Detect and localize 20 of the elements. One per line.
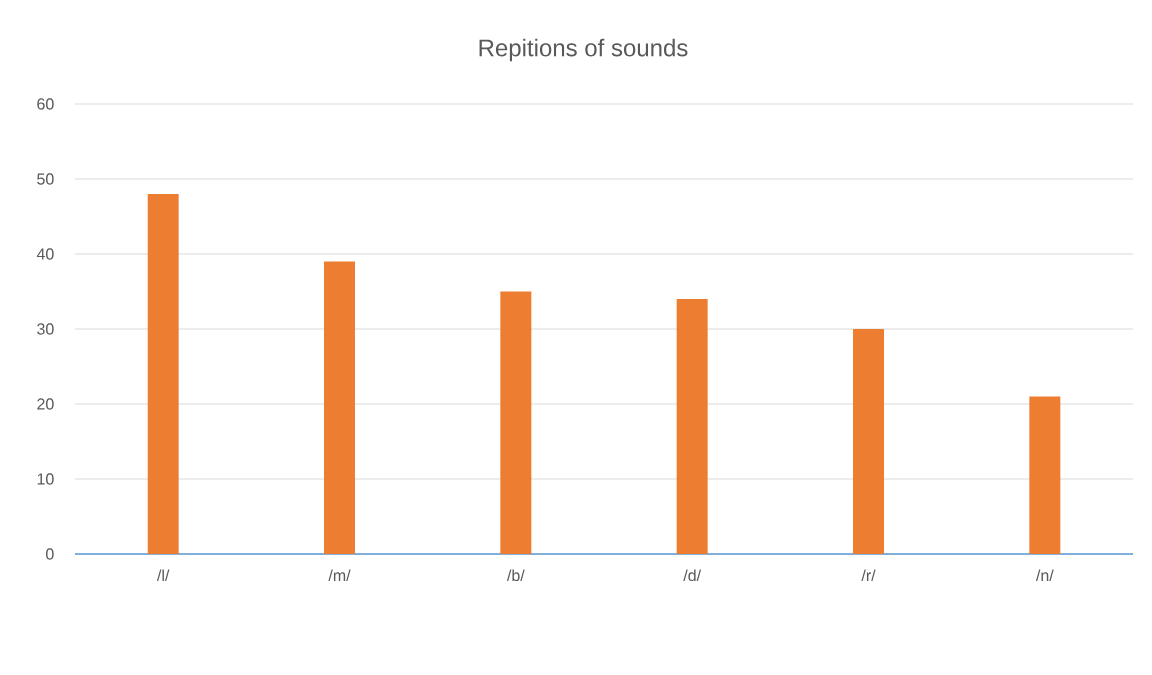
y-tick-label: 0: [46, 548, 54, 560]
y-tick-label: 20: [37, 398, 54, 410]
x-tick-label: /r/: [861, 569, 876, 582]
bar: [853, 329, 885, 554]
x-tick-label: /d/: [683, 569, 702, 582]
x-tick-label: /b/: [506, 569, 525, 582]
y-tick-label: 60: [37, 98, 54, 110]
y-tick-label: 30: [37, 323, 54, 335]
bar: [147, 194, 179, 554]
chart-title: Repitions of sounds: [479, 38, 688, 62]
y-tick-label: 10: [37, 473, 54, 485]
y-tick-label: 50: [37, 173, 54, 185]
x-tick-label: /n/: [1035, 569, 1054, 582]
bar: [1029, 396, 1061, 554]
y-tick-label: 40: [36, 248, 54, 260]
x-tick-label: /l/: [156, 569, 170, 582]
x-tick-label: /m/: [328, 569, 351, 582]
bar: [676, 299, 708, 554]
bar: [324, 261, 356, 554]
bar: [500, 291, 532, 554]
